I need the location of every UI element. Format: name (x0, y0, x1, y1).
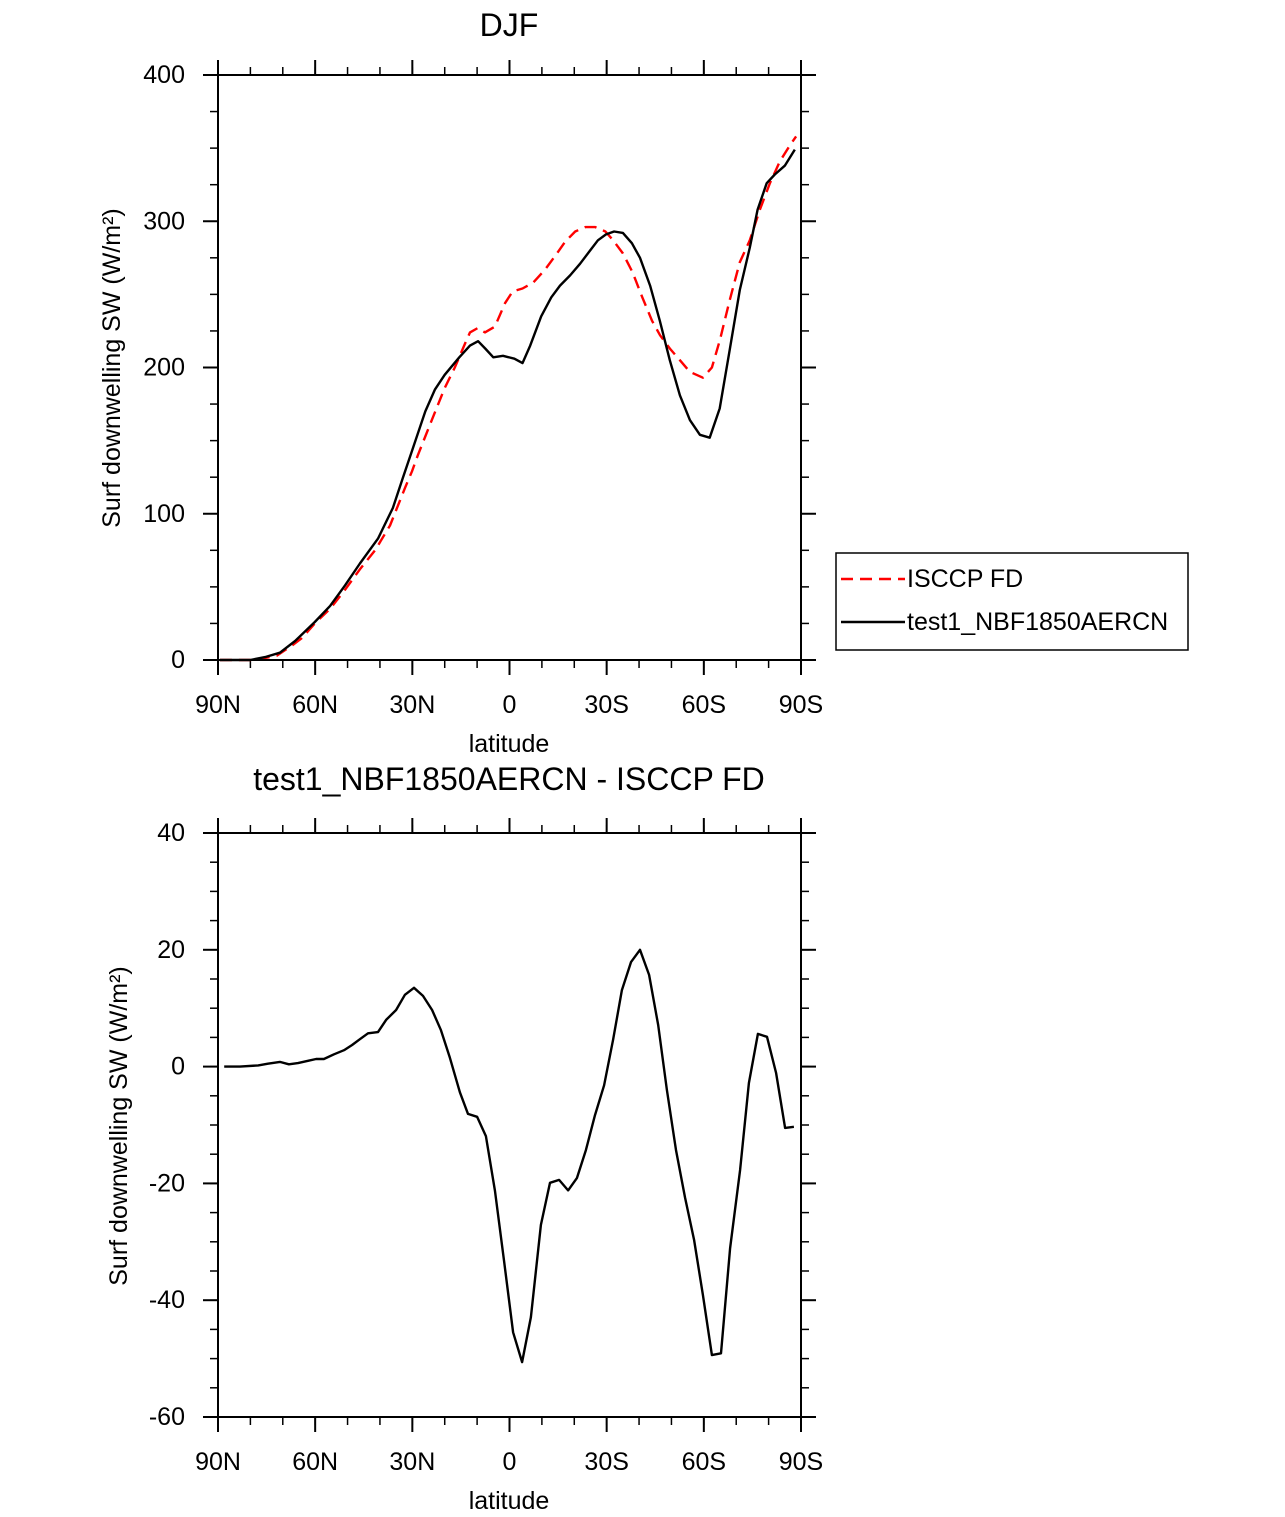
y-tick-label: 40 (157, 819, 185, 847)
y-tick-label: -60 (149, 1403, 185, 1431)
y-tick-label: 400 (143, 61, 185, 89)
top-x-axis-label: latitude (469, 730, 550, 758)
x-tick-label: 0 (503, 1448, 517, 1476)
x-tick-label: 90S (779, 1448, 823, 1476)
bottom-plot-area: 90N 60N 30N 0 30S 60S 90S -60 -40 -20 0 20 40 (149, 818, 823, 1476)
x-tick-label: 60S (682, 691, 726, 719)
y-tick-label: 0 (171, 646, 185, 674)
top-chart-title: DJF (480, 7, 539, 43)
top-y-axis-label: Surf downwelling SW (W/m²) (98, 208, 126, 528)
y-tick-label: 200 (143, 354, 185, 382)
bottom-chart-title: test1_NBF1850AERCN - ISCCP FD (253, 761, 765, 797)
series-line-isccp-fd (219, 135, 798, 662)
plot-frame (217, 74, 802, 661)
plot-frame (217, 832, 802, 1418)
x-tick-label: 30N (389, 691, 435, 719)
legend-label-isccp-fd: ISCCP FD (907, 565, 1023, 593)
x-tick-label: 30S (584, 691, 628, 719)
series-line-difference (224, 948, 795, 1364)
series-line-test1-nbf1850aercn (219, 148, 796, 662)
legend-box (835, 552, 1189, 651)
top-plot-area: 90N 60N 30N 0 30S 60S 90S 0 100 200 300 400 (143, 60, 823, 719)
x-tick-label: 90N (195, 691, 241, 719)
y-tick-label: 300 (143, 207, 185, 235)
bottom-y-axis-label: Surf downwelling SW (W/m²) (105, 966, 133, 1286)
y-tick-label: 0 (171, 1053, 185, 1081)
legend-label-test1: test1_NBF1850AERCN (907, 608, 1168, 636)
bottom-x-axis-label: latitude (469, 1487, 550, 1515)
x-tick-label: 60N (292, 1448, 338, 1476)
x-tick-label: 90S (779, 691, 823, 719)
x-tick-label: 30S (584, 1448, 628, 1476)
y-tick-label: -20 (149, 1169, 185, 1197)
x-tick-label: 90N (195, 1448, 241, 1476)
legend: ISCCP FD test1_NBF1850AERCN (835, 552, 1189, 651)
y-tick-label: 100 (143, 500, 185, 528)
x-tick-label: 60S (682, 1448, 726, 1476)
y-tick-label: -40 (149, 1286, 185, 1314)
y-tick-label: 20 (157, 936, 185, 964)
x-tick-label: 60N (292, 691, 338, 719)
x-tick-label: 30N (389, 1448, 435, 1476)
x-tick-label: 0 (503, 691, 517, 719)
